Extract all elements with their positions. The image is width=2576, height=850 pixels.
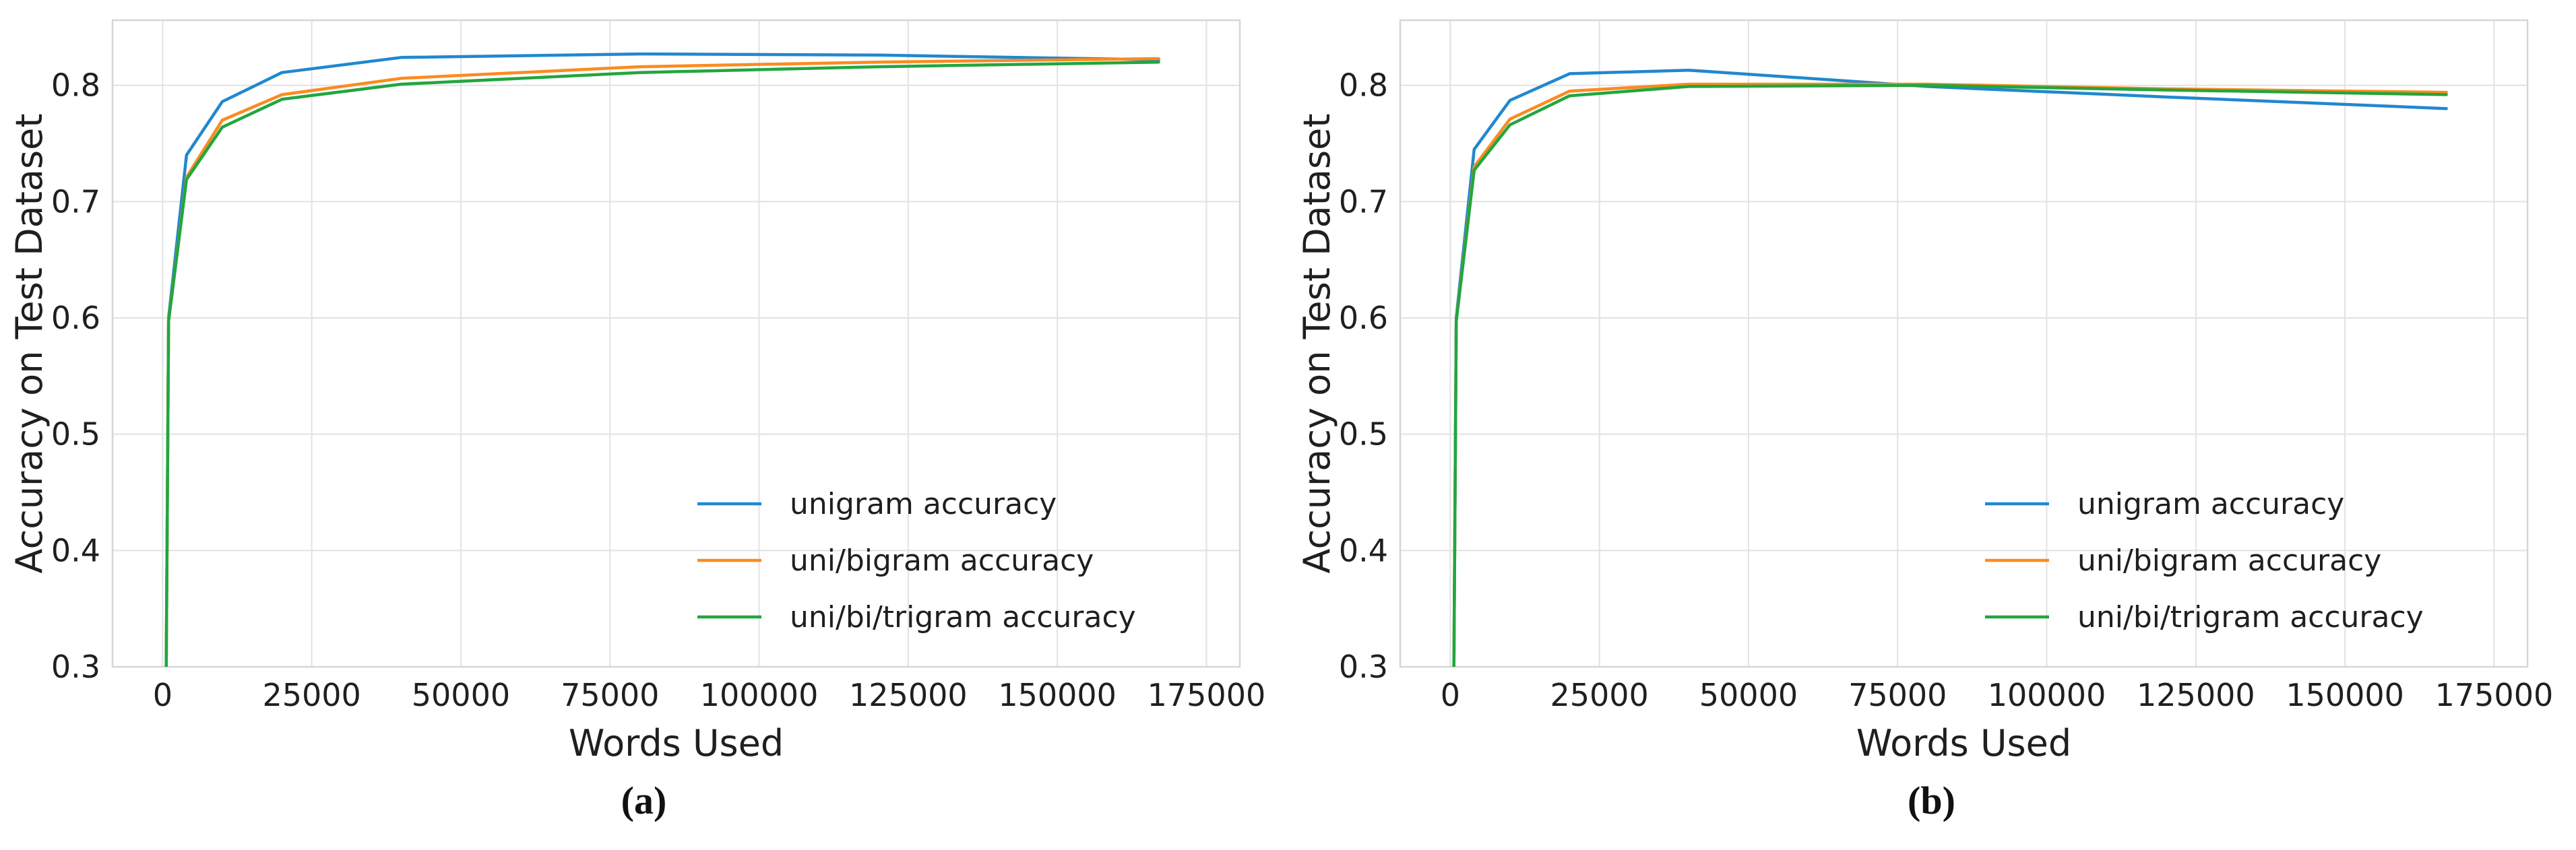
series-line-uni-bigram-accuracy	[1452, 82, 2448, 667]
x-tick-label: 125000	[849, 677, 968, 713]
x-tick-label: 0	[153, 677, 172, 713]
line-chart-a: 0 25000 50000 75000 100000 125000 150000 175000…	[8, 19, 1266, 764]
y-tick-label: 0.5	[1339, 416, 1388, 453]
legend-item: unigram accuracy	[697, 487, 1057, 521]
x-tick-label: 50000	[412, 677, 510, 713]
y-tick-label: 0.4	[51, 532, 100, 568]
y-tick-label: 0.8	[51, 67, 100, 104]
panel-a: 0 25000 50000 75000 100000 125000 150000 175000…	[8, 19, 1266, 822]
y-tick-label: 0.3	[1339, 649, 1388, 685]
x-tick-label: 25000	[1550, 677, 1648, 713]
x-tick-label: 150000	[998, 677, 1117, 713]
x-tick-label: 75000	[561, 677, 659, 713]
panel-a-caption: (a)	[621, 779, 667, 822]
y-axis-label: Accuracy on Test Dataset	[8, 113, 51, 573]
x-axis-label: Words Used	[1856, 722, 2071, 764]
panel-b-caption: (b)	[1908, 779, 1955, 822]
x-tick-label: 125000	[2137, 677, 2255, 713]
series-line-uni-bi-trigram-accuracy	[1452, 84, 2448, 667]
x-tick-label: 100000	[700, 677, 819, 713]
legend-label: uni/bigram accuracy	[790, 544, 1094, 578]
x-tick-label: 50000	[1699, 677, 1798, 713]
x-tick-label: 0	[1441, 677, 1460, 713]
x-tick-label: 25000	[262, 677, 360, 713]
y-tick-label: 0.3	[51, 649, 100, 685]
legend-label: unigram accuracy	[790, 487, 1057, 521]
line-chart-b: 0 25000 50000 75000 100000 125000 150000 175000…	[1296, 19, 2554, 764]
series-group	[164, 52, 1160, 667]
x-tick-label: 175000	[2435, 677, 2554, 713]
y-tick-label: 0.6	[51, 300, 100, 336]
panel-b: 0 25000 50000 75000 100000 125000 150000 175000…	[1288, 0, 2575, 850]
legend-item: uni/bigram accuracy	[1985, 544, 2381, 578]
x-axis-label: Words Used	[569, 722, 784, 764]
x-tick-label: 150000	[2286, 677, 2404, 713]
y-tick-label: 0.4	[1339, 532, 1388, 568]
legend-item: uni/bi/trigram accuracy	[1985, 600, 2424, 634]
legend-item: unigram accuracy	[1985, 487, 2344, 521]
y-tick-label: 0.5	[51, 416, 100, 453]
x-tick-label: 100000	[1988, 677, 2106, 713]
plot-frame	[1399, 19, 2529, 668]
series-group	[1452, 68, 2448, 667]
y-tick-label: 0.6	[1339, 300, 1388, 336]
y-tick-label: 0.7	[1339, 183, 1388, 220]
y-tick-label: 0.8	[1339, 67, 1388, 104]
legend-label: unigram accuracy	[2077, 487, 2344, 521]
legend: unigram accuracy uni/bigram accuracy uni/b…	[697, 487, 1136, 634]
y-axis-label: Accuracy on Test Dataset	[1296, 113, 1338, 573]
legend-label: uni/bi/trigram accuracy	[2077, 600, 2424, 634]
legend-item: uni/bigram accuracy	[697, 544, 1094, 578]
plot-frame	[111, 19, 1241, 668]
legend-item: uni/bi/trigram accuracy	[697, 600, 1136, 634]
legend: unigram accuracy uni/bigram accuracy uni/b…	[1985, 487, 2424, 634]
legend-label: uni/bigram accuracy	[2077, 544, 2381, 578]
x-tick-label: 75000	[1848, 677, 1947, 713]
legend-label: uni/bi/trigram accuracy	[790, 600, 1136, 634]
y-tick-label: 0.7	[51, 183, 100, 220]
x-tick-label: 175000	[1148, 677, 1266, 713]
series-line-uni-bi-trigram-accuracy	[164, 60, 1160, 667]
